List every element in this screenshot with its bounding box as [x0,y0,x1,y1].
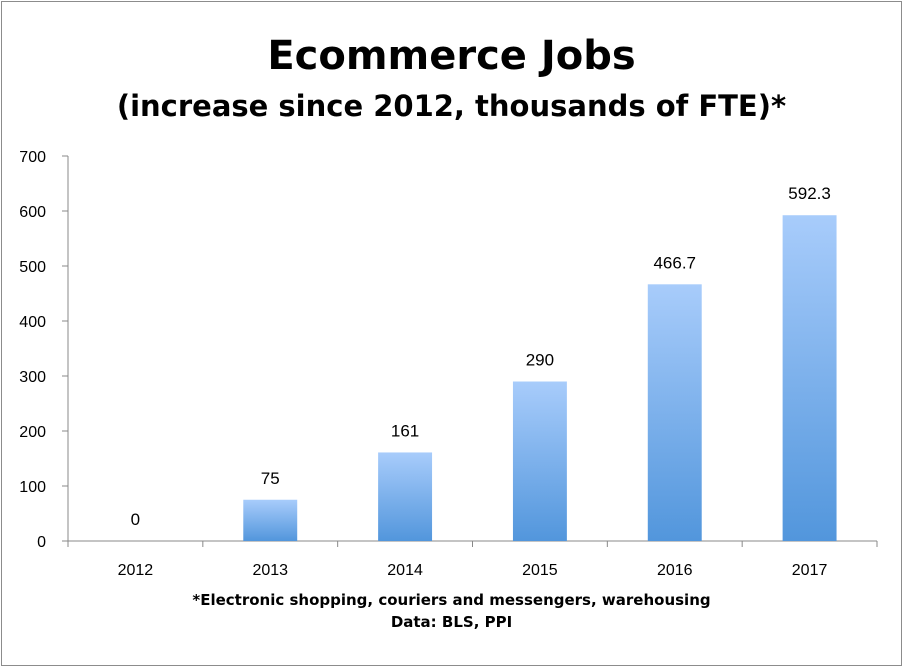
x-tick-label: 2012 [118,562,154,579]
y-tick-label: 400 [19,314,46,331]
y-tick-label: 500 [19,259,46,276]
y-tick-label: 700 [19,149,46,166]
chart-subtitle: (increase since 2012, thousands of FTE)* [116,89,787,123]
y-axis: 0 100 200 300 400 500 600 700 [19,149,69,551]
bar [378,452,433,541]
data-labels: 0 75 161 290 466.7 592.3 [131,184,831,529]
data-label: 466.7 [653,253,696,272]
bars [243,215,837,542]
data-label: 0 [131,510,140,529]
data-label: 75 [261,469,280,488]
bar [512,381,567,541]
x-tick-label: 2013 [252,562,288,579]
footnote: *Electronic shopping, couriers and messe… [192,591,711,609]
chart-title: Ecommerce Jobs [267,33,636,79]
x-tick-label: 2017 [792,562,828,579]
y-tick-label: 100 [19,479,46,496]
x-tick-label: 2014 [387,562,423,579]
data-label: 161 [391,421,419,440]
y-tick-label: 600 [19,204,46,221]
bar [647,284,702,541]
data-label: 592.3 [788,184,831,203]
y-tick-label: 300 [19,369,46,386]
data-label: 290 [526,351,554,370]
x-tick-label: 2016 [657,562,693,579]
bar [782,215,837,542]
y-tick-label: 200 [19,424,46,441]
x-axis: 2012 2013 2014 2015 2016 2017 [67,540,878,579]
y-tick-label: 0 [37,534,46,551]
x-tick-label: 2015 [522,562,558,579]
bar [243,499,298,541]
source-note: Data: BLS, PPI [390,613,513,631]
